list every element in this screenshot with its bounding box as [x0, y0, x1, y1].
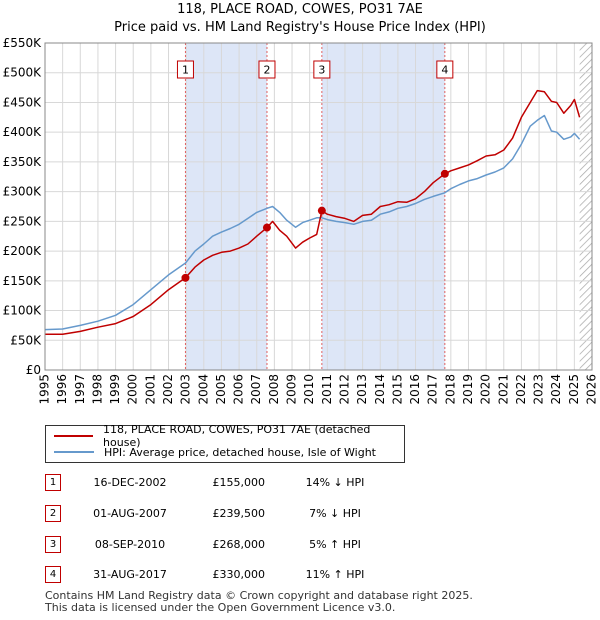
y-tick-label: £200K [3, 244, 43, 258]
x-tick-label: 2023 [532, 374, 546, 405]
x-tick-label: 2015 [390, 374, 404, 405]
x-tick-label: 1996 [55, 374, 69, 405]
sale-point [317, 206, 326, 215]
y-tick-label: £550K [3, 36, 43, 50]
x-tick-label: 2000 [126, 374, 140, 405]
footer-licence: This data is licensed under the Open Gov… [45, 601, 396, 614]
y-tick-label: £350K [3, 155, 43, 169]
shaded-period [185, 43, 267, 370]
sale-badge-label: 4 [441, 64, 448, 77]
x-tick-label: 2022 [514, 374, 528, 405]
transaction-row: 4 31-AUG-2017 £330,000 11% ↑ HPI [45, 566, 405, 584]
transaction-price: £330,000 [212, 568, 266, 581]
legend-label-hpi: HPI: Average price, detached house, Isle… [104, 445, 376, 459]
x-tick-label: 2003 [179, 374, 193, 405]
transaction-number: 4 [45, 566, 61, 583]
y-tick-label: £250K [3, 214, 43, 228]
transaction-row: 2 01-AUG-2007 £239,500 7% ↓ HPI [45, 505, 405, 523]
sale-badge-label: 2 [263, 64, 270, 77]
transaction-row: 1 16-DEC-2002 £155,000 14% ↓ HPI [45, 474, 405, 492]
chart-legend: 118, PLACE ROAD, COWES, PO31 7AE (detach… [45, 423, 405, 463]
legend-item-price: 118, PLACE ROAD, COWES, PO31 7AE (detach… [54, 423, 404, 449]
sale-point [262, 223, 271, 232]
transaction-hpi-diff: 14% ↓ HPI [305, 476, 365, 489]
plot-frame [44, 42, 593, 371]
x-tick-label: 2014 [373, 374, 387, 405]
sale-point [440, 169, 449, 178]
x-tick-label: 2005 [214, 374, 228, 405]
legend-label-price: 118, PLACE ROAD, COWES, PO31 7AE (detach… [103, 423, 371, 449]
y-tick-label: £500K [3, 66, 43, 80]
x-tick-label: 2006 [232, 374, 246, 405]
price-paid-line [45, 89, 581, 336]
x-tick-label: 2011 [320, 374, 334, 405]
chart-title-address: 118, PLACE ROAD, COWES, PO31 7AE [177, 2, 423, 17]
transaction-number: 3 [45, 536, 61, 553]
x-tick-label: 2017 [426, 374, 440, 405]
y-tick-label: £300K [3, 185, 43, 199]
x-tick-label: 2020 [479, 374, 493, 405]
sale-badge-label: 1 [182, 64, 189, 77]
transaction-date: 01-AUG-2007 [93, 507, 167, 520]
y-tick-label: £100K [3, 304, 43, 318]
x-tick-label: 2012 [337, 374, 351, 405]
plot-background [45, 43, 592, 370]
transaction-date: 08-SEP-2010 [94, 538, 166, 551]
price-chart: 1 2 3 4 £0 £50K £100K £150K £200K £250K £300K £350… [3, 36, 599, 405]
sale-badge [176, 60, 194, 79]
sale-badge [258, 60, 276, 79]
x-tick-label: 1999 [108, 374, 122, 405]
transaction-hpi-diff: 7% ↓ HPI [309, 507, 361, 520]
sale-badge [436, 60, 454, 79]
x-tick-label: 1995 [38, 374, 52, 405]
y-tick-label: £0 [26, 363, 41, 377]
x-tick-label: 2025 [567, 374, 581, 405]
x-tick-label: 2004 [196, 374, 210, 405]
hpi-line [44, 114, 581, 331]
transaction-price: £239,500 [212, 507, 266, 520]
sale-badge [313, 60, 331, 79]
x-tick-label: 2008 [267, 374, 281, 405]
x-tick-label: 2010 [302, 374, 316, 405]
chart-title-subtitle: Price paid vs. HM Land Registry's House … [114, 20, 486, 35]
x-tick-label: 1998 [90, 374, 104, 405]
x-tick-label: 2021 [496, 374, 510, 405]
transaction-date: 16-DEC-2002 [93, 476, 167, 489]
legend-item-hpi: HPI: Average price, detached house, Isle… [54, 444, 376, 460]
x-tick-label: 2001 [143, 374, 157, 405]
legend-swatch-price [54, 435, 94, 437]
y-tick-label: £50K [10, 333, 42, 347]
transaction-number: 1 [45, 474, 61, 491]
transaction-hpi-diff: 11% ↑ HPI [305, 568, 365, 581]
x-tick-label: 2019 [461, 374, 475, 405]
y-tick-label: £400K [3, 125, 43, 139]
x-tick-label: 2007 [249, 374, 263, 405]
x-tick-label: 2009 [285, 374, 299, 405]
x-tick-label: 2016 [408, 374, 422, 405]
x-tick-label: 2002 [161, 374, 175, 405]
legend-swatch-hpi [54, 451, 94, 453]
transaction-number: 2 [45, 505, 61, 522]
transaction-hpi-diff: 5% ↑ HPI [309, 538, 361, 551]
transaction-date: 31-AUG-2017 [93, 568, 167, 581]
transaction-price: £155,000 [212, 476, 266, 489]
transaction-row: 3 08-SEP-2010 £268,000 5% ↑ HPI [45, 536, 405, 554]
x-tick-label: 2024 [549, 374, 563, 405]
footer-copyright: Contains HM Land Registry data © Crown c… [45, 589, 473, 602]
x-tick-label: 2013 [355, 374, 369, 405]
x-tick-label: 2018 [443, 374, 457, 405]
sale-point [181, 273, 190, 282]
y-tick-label: £150K [3, 274, 43, 288]
sale-badge-label: 3 [318, 64, 325, 77]
x-tick-label: 2026 [585, 374, 599, 405]
x-tick-label: 1997 [73, 374, 87, 405]
y-tick-label: £450K [3, 95, 43, 109]
forecast-hatch [579, 43, 592, 370]
transaction-price: £268,000 [212, 538, 266, 551]
